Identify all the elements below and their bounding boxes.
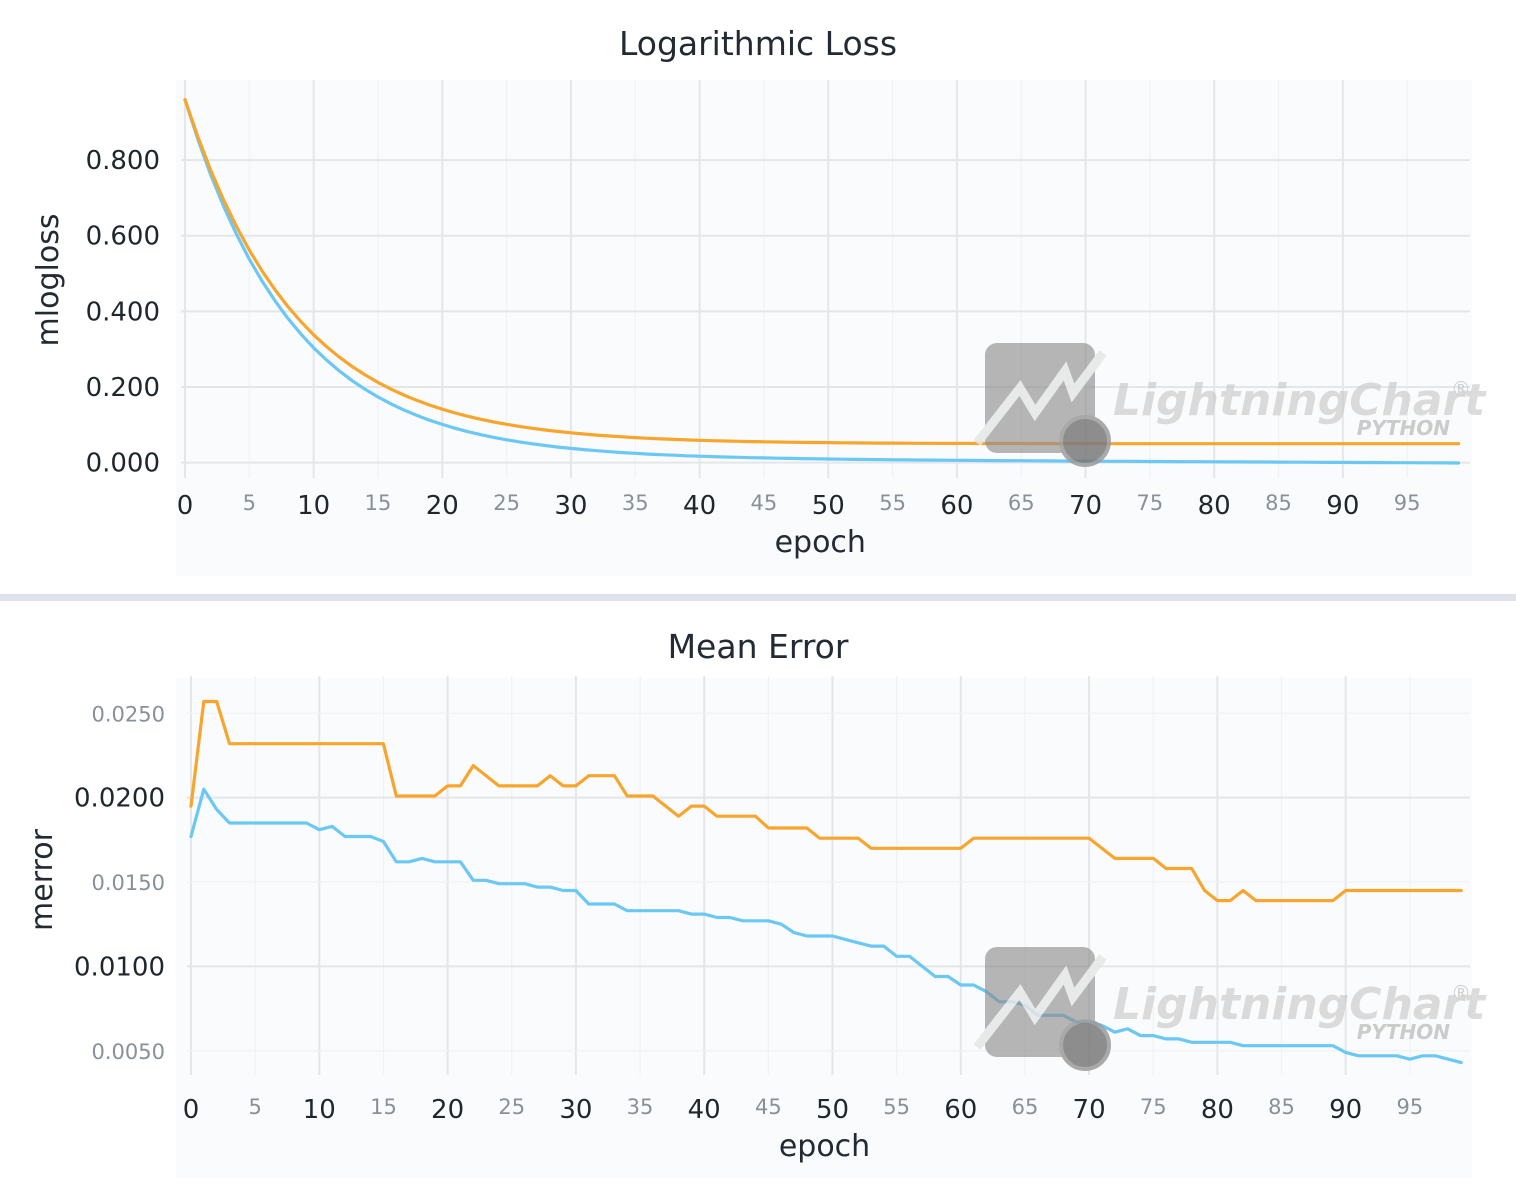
x-tick-label: 40	[688, 1095, 721, 1125]
x-tick-label-minor: 45	[755, 1095, 782, 1119]
y-tick-label: 0.0200	[74, 784, 165, 814]
lightning-bolt-icon	[973, 350, 1107, 446]
x-tick-label: 80	[1198, 491, 1231, 521]
x-tick-label: 10	[297, 491, 330, 521]
panel-separator	[0, 594, 1516, 601]
x-tick-label-minor: 55	[879, 491, 906, 515]
y-axis-ticks: 0.000 0.200 0.400 0.600 0.800	[86, 146, 160, 479]
plot-area-background	[176, 80, 1472, 576]
x-tick-label-minor: 85	[1268, 1095, 1295, 1119]
x-tick-label-minor: 45	[751, 491, 778, 515]
watermark: LightningChart®PYTHON	[973, 343, 1487, 467]
chart-title: Mean Error	[668, 627, 849, 666]
y-axis-title: merror	[25, 828, 60, 931]
x-tick-label: 50	[816, 1095, 849, 1125]
x-tick-label-minor: 55	[883, 1095, 910, 1119]
x-tick-label: 50	[812, 491, 845, 521]
x-tick-label-minor: 25	[498, 1095, 525, 1119]
y-tick-label: 0.800	[86, 146, 160, 176]
x-tick-label-minor: 35	[627, 1095, 654, 1119]
x-tick-label: 20	[426, 491, 459, 521]
x-tick-label-minor: 85	[1265, 491, 1292, 515]
x-tick-label: 80	[1201, 1095, 1234, 1125]
watermark: LightningChart®PYTHON	[973, 947, 1487, 1071]
x-axis-title: epoch	[779, 1129, 870, 1164]
x-tick-label-minor: 25	[493, 491, 520, 515]
x-tick-label-minor: 75	[1137, 491, 1164, 515]
x-axis-ticks: 0 10 20 30 40 50 60 70 80 90 5 15 25 35 45 55 65 75 85 95	[183, 1095, 1423, 1125]
x-tick-label: 30	[559, 1095, 592, 1125]
x-tick-label-minor: 5	[248, 1095, 261, 1119]
x-tick-label: 90	[1329, 1095, 1362, 1125]
x-tick-label: 20	[431, 1095, 464, 1125]
watermark-sub: PYTHON	[1357, 1020, 1451, 1044]
chart-title: Logarithmic Loss	[619, 24, 897, 63]
y-tick-label: 0.200	[86, 373, 160, 403]
x-axis-ticks: 0 10 20 30 40 50 60 70 80 90 5 15 25 35 45 55 65 75 85 95	[177, 491, 1421, 521]
x-tick-label: 30	[554, 491, 587, 521]
grid-lines	[187, 676, 1470, 1075]
x-tick-label: 70	[1073, 1095, 1106, 1125]
series-line-1	[183, 97, 1461, 465]
watermark-sub: PYTHON	[1357, 416, 1451, 440]
y-tick-label-minor: 0.0250	[92, 702, 165, 726]
x-tick-label: 70	[1069, 491, 1102, 521]
watermark-registered-mark: ®	[1451, 981, 1471, 1005]
chart-panel-1: 0.000 0.200 0.400 0.600 0.800 0 10 20 30 40 50 60 70…	[31, 24, 1487, 576]
x-tick-label: 40	[683, 491, 716, 521]
y-tick-label: 0.0100	[74, 952, 165, 982]
grid-lines	[181, 80, 1470, 478]
plot-area-background	[176, 678, 1472, 1178]
x-tick-label: 10	[303, 1095, 336, 1125]
x-tick-label-minor: 35	[622, 491, 649, 515]
watermark-registered-mark: ®	[1451, 377, 1471, 401]
x-tick-label-minor: 65	[1012, 1095, 1039, 1119]
python-logo-icon	[1059, 1019, 1111, 1071]
x-tick-label-minor: 15	[370, 1095, 397, 1119]
x-tick-label: 90	[1326, 491, 1359, 521]
y-tick-label: 0.400	[86, 297, 160, 327]
y-tick-label: 0.600	[86, 222, 160, 252]
x-tick-label: 60	[944, 1095, 977, 1125]
y-axis-ticks: 0.0100 0.0200 0.0050 0.0150 0.0250	[74, 702, 165, 1063]
watermark-brand: LightningChart	[1113, 979, 1487, 1030]
y-tick-label: 0.000	[86, 449, 160, 479]
y-axis-title: mlogloss	[31, 214, 66, 347]
x-tick-label-minor: 65	[1008, 491, 1035, 515]
x-tick-label-minor: 15	[365, 491, 392, 515]
lightning-bolt-icon	[973, 954, 1107, 1050]
y-tick-label-minor: 0.0150	[92, 871, 165, 895]
series-line-2	[189, 787, 1463, 1065]
series-line-2	[183, 97, 1461, 446]
x-tick-label-minor: 95	[1396, 1095, 1423, 1119]
x-tick-label-minor: 5	[243, 491, 256, 515]
series-line-1	[189, 699, 1463, 903]
chart-panel-2: 0.0100 0.0200 0.0050 0.0150 0.0250 0 10 20 30 40 5…	[25, 627, 1487, 1178]
x-tick-label: 0	[183, 1095, 200, 1125]
y-tick-label-minor: 0.0050	[92, 1040, 165, 1064]
x-tick-label-minor: 75	[1140, 1095, 1167, 1119]
python-logo-icon	[1059, 415, 1111, 467]
x-tick-label: 0	[177, 491, 194, 521]
x-tick-label: 60	[940, 491, 973, 521]
x-tick-label-minor: 95	[1394, 491, 1421, 515]
watermark-brand: LightningChart	[1113, 375, 1487, 426]
x-axis-title: epoch	[775, 525, 866, 560]
